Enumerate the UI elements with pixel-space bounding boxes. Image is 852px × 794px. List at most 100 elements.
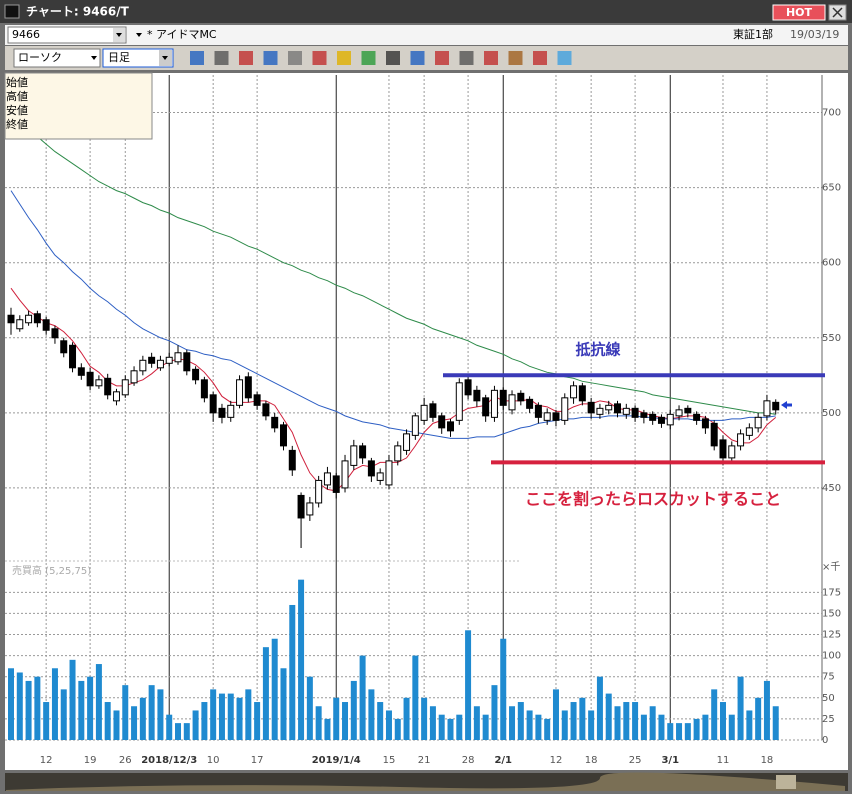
overview-strip	[6, 772, 845, 791]
candle-body	[148, 356, 156, 364]
volume-bar	[43, 702, 50, 740]
tool-icon[interactable]	[312, 51, 327, 65]
candle-body	[315, 479, 323, 504]
tool-icon[interactable]	[484, 51, 498, 65]
candle-body	[490, 389, 498, 418]
volume-bar	[51, 668, 58, 740]
candle-body	[174, 352, 182, 363]
candle-body	[640, 412, 648, 418]
candle-body	[227, 404, 235, 418]
candle-body	[25, 314, 33, 324]
volume-bar	[482, 714, 489, 740]
x-tick-label: 12	[40, 755, 53, 766]
app-icon	[4, 4, 20, 19]
moving-average-line	[10, 113, 776, 415]
tool-icon[interactable]	[557, 51, 572, 65]
volume-bar	[491, 685, 498, 740]
candle-body	[605, 404, 613, 411]
volume-bar	[676, 723, 683, 740]
volume-bar	[552, 689, 559, 740]
candle-body	[367, 460, 375, 477]
tool-icon[interactable]	[263, 51, 278, 65]
volume-bar	[755, 697, 762, 740]
candle-body	[596, 407, 604, 415]
volume-bar	[218, 693, 225, 740]
volume-bar	[315, 706, 322, 740]
candle-body	[464, 379, 472, 396]
candle-body	[473, 389, 481, 402]
tool-icon[interactable]	[361, 51, 376, 65]
candle-body	[534, 404, 542, 418]
annotation-text: 抵抗線	[575, 341, 620, 359]
candle-body	[306, 502, 314, 516]
candle-body	[499, 389, 507, 406]
y-tick-label: 650	[822, 183, 841, 194]
candle-body	[657, 416, 665, 424]
tool-icon[interactable]	[435, 51, 449, 65]
tool-icon[interactable]	[533, 51, 547, 65]
x-tick-label: 15	[383, 755, 396, 766]
legend-label: 高値	[6, 89, 28, 103]
x-tick-label: 17	[251, 755, 264, 766]
candle-body	[253, 394, 261, 406]
code-text: 9466	[12, 28, 40, 41]
volume-bar	[509, 706, 516, 740]
candle-body	[323, 472, 331, 486]
hot-button[interactable]	[772, 4, 826, 21]
volume-bar	[122, 685, 129, 740]
stock-name: * アイドマMC	[147, 28, 217, 41]
code-input[interactable]	[7, 26, 127, 44]
y-tick-label: 50	[822, 693, 835, 704]
style-select[interactable]	[13, 48, 101, 68]
tool-icon[interactable]	[386, 51, 400, 65]
ohlc-legend	[4, 72, 153, 140]
candle-body	[745, 427, 753, 436]
candle-body	[728, 445, 736, 459]
candle-body	[394, 445, 402, 462]
tool-icon[interactable]	[459, 51, 474, 65]
period-select[interactable]	[102, 48, 174, 68]
candle-body	[341, 460, 349, 489]
annotation-text: ここを割ったらロスカットすること	[525, 490, 781, 509]
volume-title: 売買高 (5,25,75)	[12, 564, 91, 577]
tool-icon[interactable]	[288, 51, 302, 65]
plot: 12 19 26 2018/12/3 10 17 2019/1/4 15 21 28 2/1 12 18…	[5, 75, 841, 766]
candle-body	[754, 416, 762, 429]
candle-body	[614, 403, 622, 414]
candle-body	[192, 368, 200, 381]
tool-icon[interactable]	[239, 51, 253, 65]
volume-bar	[192, 710, 199, 740]
volume-bar	[614, 706, 621, 740]
tool-icon[interactable]	[410, 51, 425, 65]
candle-body	[200, 379, 208, 399]
candle-body	[701, 418, 709, 429]
x-tick-label: 2018/12/3	[141, 755, 197, 766]
y-tick-label: 550	[822, 333, 841, 344]
volume-bar	[605, 693, 612, 740]
tool-icon[interactable]	[508, 51, 523, 65]
candle-body	[622, 407, 630, 415]
y-tick-label: 600	[822, 258, 841, 269]
y-tick-label: 700	[822, 108, 841, 119]
volume-bar	[95, 664, 102, 740]
candle-body	[156, 359, 164, 369]
tool-icon[interactable]	[190, 51, 204, 65]
legend-label: 始値	[6, 75, 28, 89]
tool-icon[interactable]	[337, 51, 351, 65]
x-tick-label: 11	[717, 755, 730, 766]
volume-bar	[658, 714, 665, 740]
candle-body	[51, 328, 59, 339]
volume-bar	[640, 714, 647, 740]
x-tick-label: 12	[550, 755, 563, 766]
candle-body	[517, 392, 525, 402]
candle-body	[570, 385, 578, 399]
tool-icon[interactable]	[214, 51, 229, 65]
dropdown-arrow	[91, 56, 97, 60]
scroll-thumb[interactable]	[776, 775, 796, 789]
moving-average-line	[10, 190, 776, 439]
candle-body	[7, 314, 15, 324]
window-title: チャート: 9466/T	[26, 5, 130, 19]
volume-bar	[166, 714, 173, 740]
volume-bar	[412, 655, 419, 740]
candle-body	[710, 422, 718, 447]
